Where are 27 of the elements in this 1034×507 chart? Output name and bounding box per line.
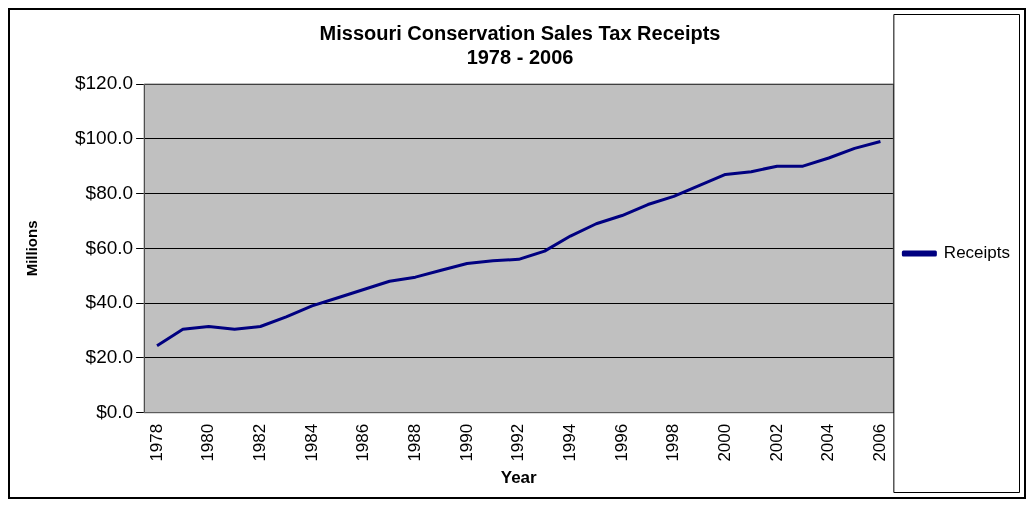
x-tick-label: 1992 — [508, 423, 528, 462]
x-tick-label: 1998 — [663, 423, 683, 462]
x-tick-label: 1994 — [560, 423, 580, 462]
x-tick-label: 1984 — [301, 423, 321, 462]
chart-subtitle: 1978 - 2006 — [466, 45, 574, 68]
y-tick-label: $40.0 — [85, 291, 134, 313]
x-tick-label: 1982 — [250, 423, 270, 462]
y-tick-label: $20.0 — [85, 346, 134, 368]
x-tick-label: 1996 — [611, 423, 631, 462]
x-tick-label: 1990 — [456, 423, 476, 462]
x-tick-label: 1978 — [146, 423, 166, 462]
y-tick-label: $120.0 — [74, 72, 134, 94]
x-tick-label: 1980 — [198, 423, 218, 462]
x-tick-label: 2000 — [715, 423, 735, 462]
legend-label: Receipts — [943, 243, 1010, 263]
chart-title: Missouri Conservation Sales Tax Receipts — [319, 21, 721, 44]
y-tick-label: $100.0 — [74, 127, 134, 149]
x-tick-label: 1986 — [353, 423, 373, 462]
x-tick-label: 1988 — [405, 423, 425, 462]
y-tick-label: $0.0 — [96, 401, 134, 423]
x-tick-label: 2006 — [870, 423, 890, 462]
x-tick-label: 2004 — [818, 423, 838, 462]
x-axis-title: Year — [500, 468, 538, 488]
y-tick-label: $60.0 — [85, 236, 134, 258]
x-tick-label: 2002 — [766, 423, 786, 462]
y-axis-title: Millions — [23, 220, 41, 277]
y-tick-label: $80.0 — [85, 181, 134, 203]
